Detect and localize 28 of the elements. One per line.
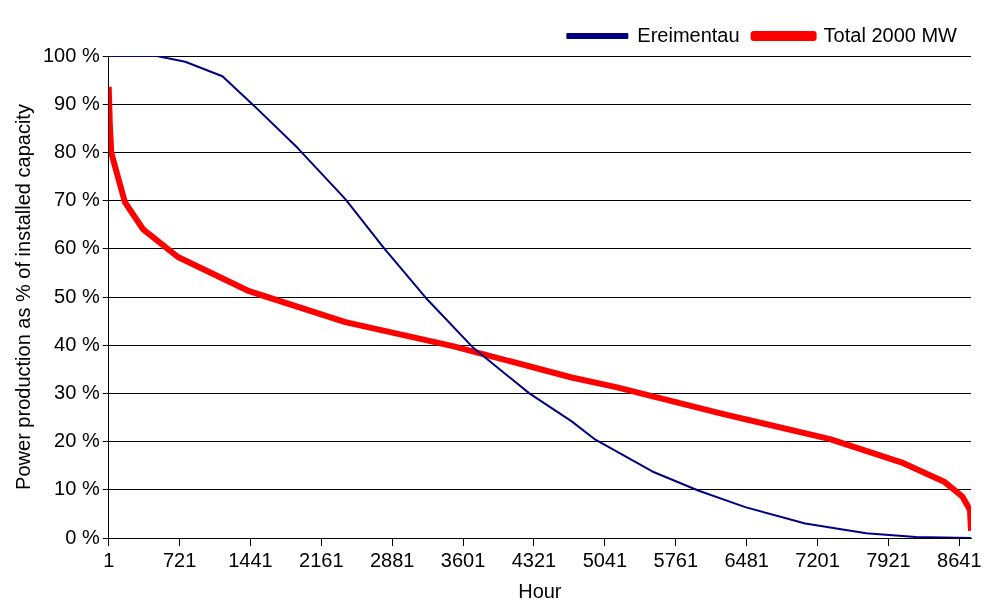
- y-tick-label: 30 %: [54, 380, 100, 403]
- y-tick-label: 90 %: [54, 91, 100, 114]
- x-tick-label: 2161: [299, 548, 344, 571]
- y-tick-label: 100 %: [42, 43, 100, 66]
- x-tick-label: 7921: [866, 548, 911, 571]
- y-tick-label: 20 %: [54, 429, 100, 452]
- legend-label: Ereimentau: [637, 23, 740, 46]
- x-tick-label: 721: [162, 548, 197, 571]
- y-tick-label: 60 %: [54, 236, 100, 259]
- y-tick-label: 10 %: [54, 477, 100, 500]
- x-tick-label: 2881: [369, 548, 415, 571]
- y-tick-label: 50 %: [54, 284, 100, 307]
- x-tick-label: 3601: [440, 548, 486, 571]
- x-tick-label: 5041: [582, 548, 628, 571]
- y-tick-label: 0 %: [65, 525, 100, 548]
- y-axis-title: Power production as % of installed capacity: [11, 104, 34, 490]
- y-tick-label: 80 %: [54, 139, 100, 162]
- x-tick-label: 8641: [937, 548, 982, 571]
- y-tick-label: 70 %: [54, 188, 100, 211]
- x-tick-label: 7201: [795, 548, 840, 571]
- x-tick-label: 1: [103, 548, 115, 571]
- legend-label: Total 2000 MW: [823, 23, 958, 46]
- x-tick-label: 4321: [511, 548, 557, 571]
- x-tick-label: 1441: [228, 548, 273, 571]
- x-tick-label: 5761: [653, 548, 699, 571]
- y-tick-label: 40 %: [54, 332, 100, 355]
- x-tick-label: 6481: [724, 548, 769, 571]
- x-axis-title: Hour: [518, 579, 562, 602]
